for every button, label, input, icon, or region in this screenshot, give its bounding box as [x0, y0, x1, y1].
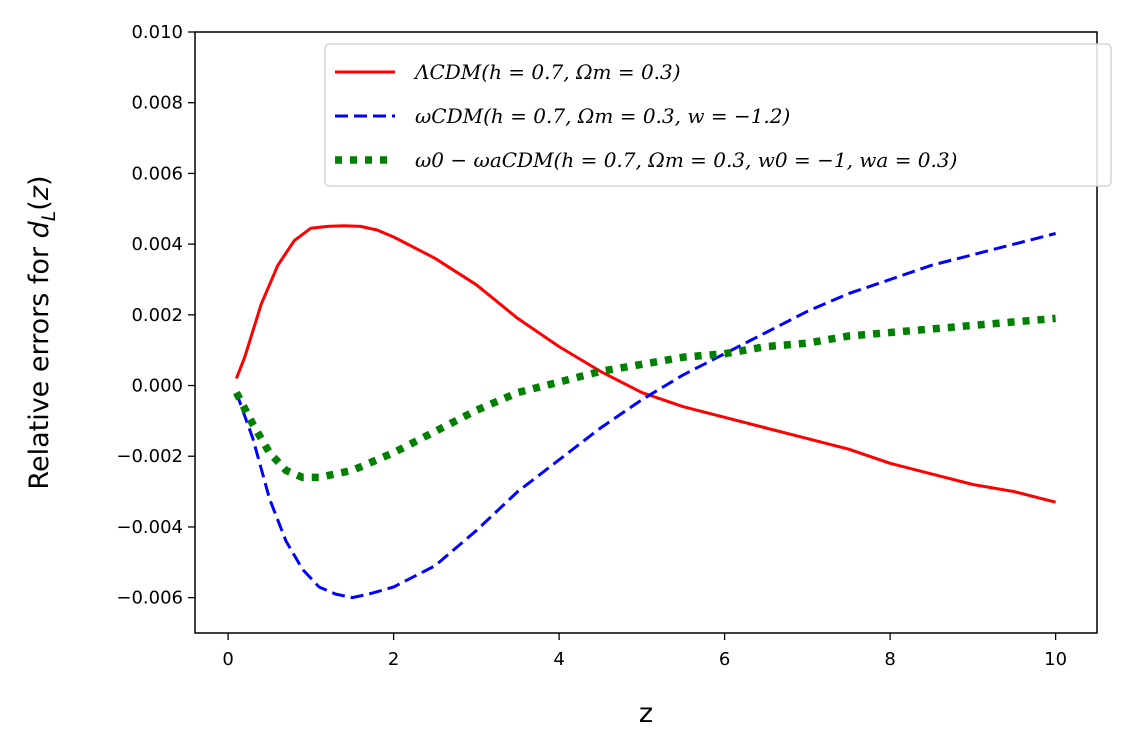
series-line-1	[235, 224, 1056, 504]
x-tick-label: 6	[719, 649, 730, 670]
x-axis-label: z	[639, 698, 653, 729]
ticks-layer: 0 2 4 6 8 10 −0.006 −0.004 −0.002 0.000 0.002 0.004…	[116, 22, 1067, 670]
y-tick-label: −0.006	[116, 588, 183, 609]
y-tick-label: 0.008	[131, 93, 183, 114]
y-tick-label: 0.006	[131, 163, 183, 184]
series-line-2	[234, 232, 1056, 600]
legend-label-3: ω0 − ωaCDM(h = 0.7, Ωm = 0.3, w0 = −1, w…	[415, 148, 957, 172]
y-tick-label: −0.002	[116, 446, 183, 467]
legend-label-1: ΛCDM(h = 0.7, Ωm = 0.3)	[413, 60, 681, 84]
legend-box	[324, 43, 1112, 187]
legend-label-2: ωCDM(h = 0.7, Ωm = 0.3, w = −1.2)	[415, 104, 790, 128]
legend: ΛCDM(h = 0.7, Ωm = 0.3) ωCDM(h = 0.7, Ωm …	[324, 43, 1112, 187]
x-tick-label: 2	[388, 649, 399, 670]
x-tick-label: 10	[1044, 649, 1067, 670]
legend-items: ΛCDM(h = 0.7, Ωm = 0.3) ωCDM(h = 0.7, Ωm …	[335, 60, 957, 172]
y-tick-label: 0.002	[131, 305, 183, 326]
plot-frame	[194, 31, 1098, 634]
series-line-3	[233, 314, 1056, 482]
y-tick-label: −0.004	[116, 517, 183, 538]
y-tick-label: 0.004	[131, 234, 183, 255]
x-tick-label: 8	[884, 649, 895, 670]
y-axis-label: Relative errors for dL(z)	[24, 175, 60, 489]
x-tick-label: 4	[553, 649, 564, 670]
y-tick-label: 0.010	[131, 22, 183, 43]
series-layer	[233, 224, 1056, 600]
x-tick-label: 0	[222, 649, 233, 670]
y-tick-label: 0.000	[131, 376, 183, 397]
